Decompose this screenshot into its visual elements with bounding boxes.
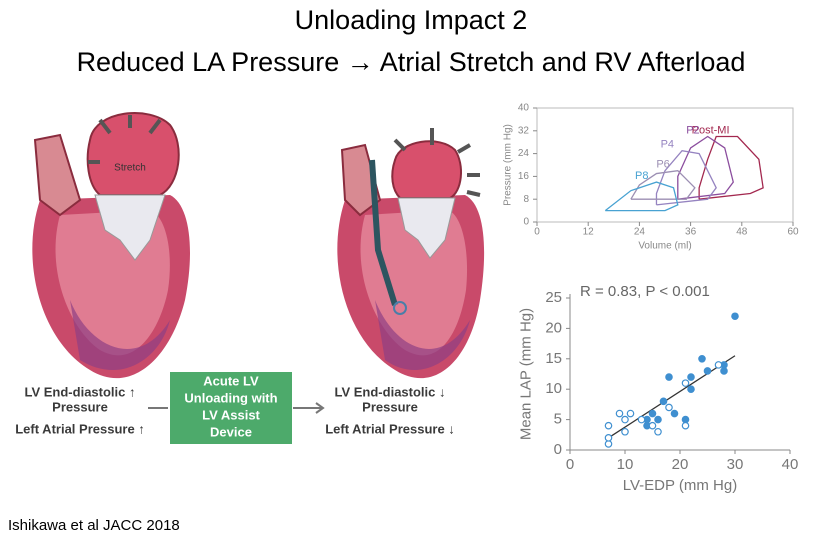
y-tick-label: 40 [518, 103, 530, 114]
y-axis-label: Mean LAP (mm Hg) [517, 308, 534, 440]
point [687, 385, 695, 394]
y-tick-label: 24 [518, 148, 530, 159]
point [659, 397, 668, 406]
x-tick-label: 60 [787, 227, 799, 238]
after-label: Left Atrial Pressure ↓ [325, 421, 455, 436]
point [681, 415, 690, 424]
x-axis-label: LV-EDP (mm Hg) [623, 477, 737, 494]
pv-loop [698, 135, 764, 200]
point [654, 415, 662, 424]
point [637, 415, 646, 424]
point [665, 403, 673, 412]
pv-loop [630, 170, 696, 200]
x-tick-label: 30 [727, 456, 744, 473]
arrow [293, 402, 325, 414]
series-label: P6 [656, 159, 669, 171]
x-tick-label: 40 [782, 456, 799, 473]
x-tick-label: 24 [634, 227, 646, 238]
point [681, 379, 690, 387]
series-label: P8 [635, 170, 648, 182]
pv-loop [604, 181, 679, 212]
plot-frame [536, 107, 794, 223]
before-label: LV End-diastolic ↑ [25, 384, 136, 399]
point [714, 361, 723, 369]
point [604, 421, 613, 430]
x-tick-label: 20 [672, 456, 689, 473]
point [648, 421, 657, 430]
y-tick-label: 25 [545, 289, 562, 306]
device-label: Unloading with [184, 390, 277, 405]
y-axis-label: Pressure (mm Hg) [503, 124, 514, 206]
citation: Ishikawa et al JACC 2018 [8, 517, 180, 534]
after-label: Pressure [362, 399, 418, 414]
series-label: Post-MI [692, 124, 730, 136]
device-box [170, 372, 292, 444]
point [720, 367, 728, 375]
heart-after [337, 128, 485, 379]
y-tick-label: 32 [518, 125, 530, 136]
y-tick-label: 0 [554, 441, 562, 458]
point [621, 427, 629, 436]
annotation: R = 0.83, P < 0.001 [580, 283, 710, 300]
x-tick-label: 12 [583, 227, 595, 238]
point [648, 409, 657, 418]
point [698, 354, 706, 363]
point [654, 427, 662, 436]
x-tick-label: 10 [617, 456, 634, 473]
y-tick-label: 20 [545, 319, 562, 336]
title: Reduced LA Pressure → Atrial Stretch and… [77, 47, 746, 77]
point [670, 409, 679, 418]
point [681, 421, 690, 430]
y-tick-label: 10 [545, 380, 562, 397]
before-label: Left Atrial Pressure ↑ [15, 421, 145, 436]
x-tick-label: 0 [534, 227, 540, 238]
series-label: P4 [661, 139, 674, 151]
stretch-label: Stretch [114, 163, 146, 174]
y-tick-label: 8 [523, 194, 529, 205]
point [621, 415, 629, 424]
x-tick-label: 0 [566, 456, 574, 473]
point [604, 440, 613, 448]
y-tick-label: 15 [545, 350, 562, 367]
point [731, 312, 739, 321]
point [615, 409, 624, 418]
pv-loop [655, 150, 717, 206]
title: Unloading Impact 2 [295, 5, 528, 35]
device-label: LV Assist [202, 407, 260, 422]
x-axis-label: Volume (ml) [638, 241, 691, 252]
before-label: Pressure [52, 399, 108, 414]
fit-line [608, 355, 736, 439]
y-tick-label: 16 [518, 171, 530, 182]
point [665, 373, 673, 381]
heart-before [32, 112, 190, 379]
x-tick-label: 48 [736, 227, 748, 238]
point [687, 373, 695, 381]
x-tick-label: 36 [685, 227, 697, 238]
y-tick-label: 5 [554, 411, 562, 428]
point [604, 434, 613, 442]
after-label: LV End-diastolic ↓ [335, 384, 446, 399]
device-label: Acute LV [203, 373, 259, 388]
device-label: Device [210, 424, 252, 439]
point [626, 409, 635, 418]
y-tick-label: 0 [523, 217, 529, 228]
pv-loop [677, 135, 734, 200]
point [703, 367, 712, 375]
series-label: P2 [686, 124, 699, 136]
